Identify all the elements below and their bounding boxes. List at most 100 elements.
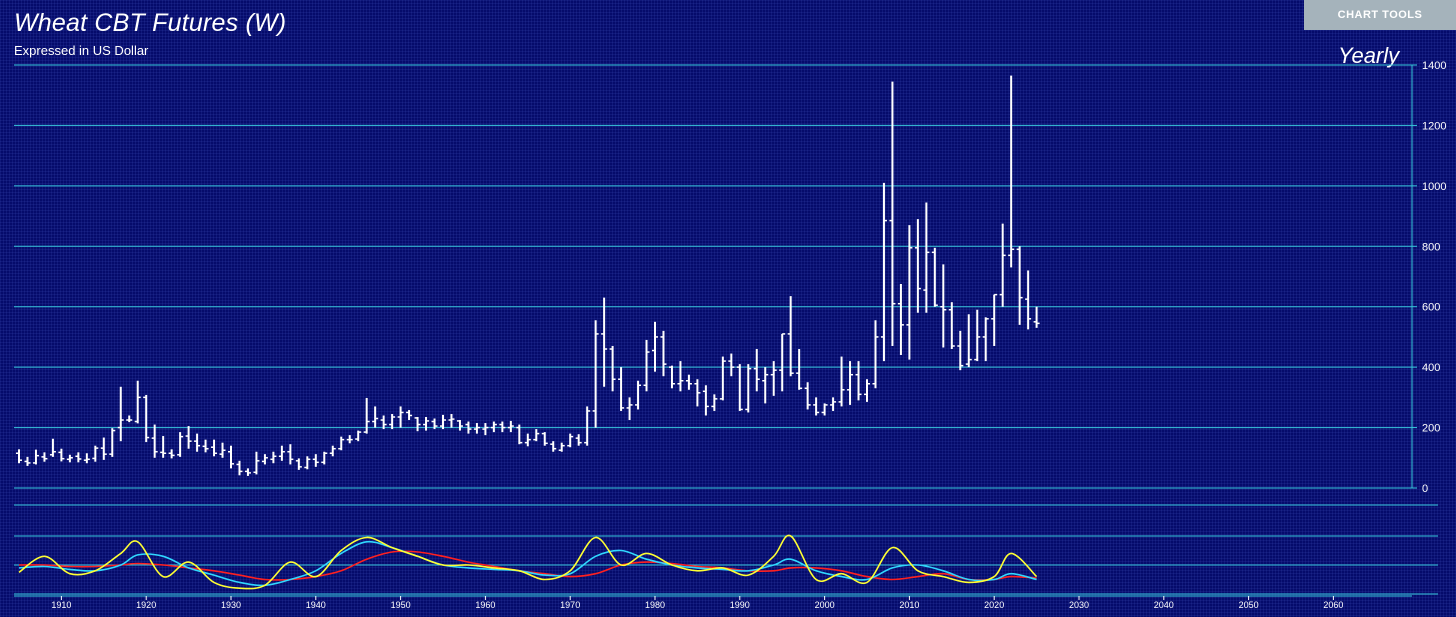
- price-bar: [261, 454, 268, 465]
- price-bar: [635, 380, 642, 410]
- price-bar: [32, 449, 39, 465]
- price-bar: [872, 320, 879, 389]
- price-bar: [787, 296, 794, 377]
- price-bar: [507, 420, 514, 433]
- price-bar: [312, 454, 319, 467]
- price-bar: [372, 406, 379, 428]
- price-bar: [779, 333, 786, 392]
- y-tick-label: 1400: [1422, 60, 1446, 72]
- price-bar: [321, 451, 328, 465]
- price-bar: [897, 284, 904, 356]
- price-bar: [830, 397, 837, 411]
- price-bar: [473, 423, 480, 434]
- price-bar: [465, 421, 472, 434]
- price-bar: [558, 442, 565, 452]
- price-bar: [906, 225, 913, 360]
- price-bar: [974, 309, 981, 362]
- x-tick-label: 2050: [1239, 600, 1259, 610]
- y-tick-label: 600: [1422, 302, 1440, 314]
- price-bar: [1016, 246, 1023, 325]
- y-tick-label: 800: [1422, 241, 1440, 253]
- price-bar: [982, 317, 989, 362]
- price-bar: [584, 406, 591, 446]
- price-bar: [550, 441, 557, 452]
- oscillator-lines: [18, 534, 1038, 590]
- price-bar: [117, 386, 124, 442]
- price-bar: [770, 361, 777, 396]
- price-bar: [389, 413, 396, 430]
- price-bar: [363, 397, 370, 434]
- oscillator-medium-line: [18, 540, 1037, 587]
- price-bar: [736, 364, 743, 411]
- price-bar: [931, 247, 938, 307]
- x-tick-label: 1920: [136, 600, 156, 610]
- price-bar: [202, 439, 209, 453]
- price-bar: [134, 380, 141, 424]
- chart-tools-button[interactable]: CHART TOOLS: [1304, 0, 1456, 30]
- price-bar: [448, 413, 455, 428]
- price-bar: [948, 302, 955, 350]
- price-bar: [414, 416, 421, 432]
- price-bar: [304, 456, 311, 470]
- price-bar: [244, 468, 251, 476]
- y-tick-label: 200: [1422, 423, 1440, 435]
- price-bar: [185, 426, 192, 449]
- price-bar: [24, 456, 31, 466]
- price-bar: [456, 420, 463, 431]
- price-bar: [151, 424, 158, 458]
- period-label: Yearly: [1338, 43, 1400, 68]
- price-bar: [236, 460, 243, 476]
- price-bar: [804, 382, 811, 410]
- oscillator-panel-gridlines: [14, 535, 1438, 595]
- price-bar: [685, 374, 692, 390]
- price-bar: [211, 439, 218, 457]
- x-tick-label: 2030: [1069, 600, 1089, 610]
- x-tick-label: 1970: [560, 600, 580, 610]
- price-bar: [694, 379, 701, 407]
- price-bar: [838, 356, 845, 407]
- y-tick-label: 1200: [1422, 120, 1446, 132]
- price-bar: [160, 436, 167, 458]
- x-tick-label: 2040: [1154, 600, 1174, 610]
- price-bar: [126, 415, 133, 423]
- price-bar: [346, 435, 353, 444]
- price-bar: [177, 432, 184, 457]
- price-bars: [16, 75, 1040, 476]
- price-bar: [355, 430, 362, 442]
- price-bar: [66, 454, 73, 463]
- x-tick-label: 1950: [391, 600, 411, 610]
- price-bar: [253, 451, 260, 475]
- price-bar: [58, 448, 65, 462]
- y-tick-label: 400: [1422, 362, 1440, 374]
- price-bar: [618, 367, 625, 411]
- x-tick-label: 1910: [51, 600, 71, 610]
- price-bar: [533, 429, 540, 442]
- chart-title: Wheat CBT Futures (W): [14, 9, 287, 37]
- price-bar: [423, 416, 430, 431]
- price-bar: [49, 438, 56, 457]
- price-bar: [490, 421, 497, 433]
- price-bar: [880, 182, 887, 362]
- price-bar: [813, 397, 820, 416]
- x-tick-label: 2020: [984, 600, 1004, 610]
- price-bar: [75, 452, 82, 463]
- price-bar: [728, 353, 735, 377]
- price-bar: [702, 385, 709, 416]
- price-bar: [516, 424, 523, 445]
- price-bar: [143, 394, 150, 443]
- price-bar: [541, 432, 548, 446]
- price-bar: [482, 423, 489, 436]
- price-bar: [864, 379, 870, 402]
- price-bar: [278, 445, 285, 461]
- price-bar: [431, 418, 438, 430]
- price-bar: [1025, 270, 1032, 330]
- price-bar: [41, 452, 48, 462]
- price-bar: [609, 345, 616, 392]
- price-bar: [626, 397, 633, 421]
- x-tick-label: 1940: [306, 600, 326, 610]
- x-axis: 1910 1920 1930 1940 1950 1960 1970 1980 1990 2000…: [14, 595, 1412, 610]
- price-bar: [567, 433, 574, 448]
- price-bar: [440, 414, 446, 430]
- y-tick-label: 1000: [1422, 181, 1446, 193]
